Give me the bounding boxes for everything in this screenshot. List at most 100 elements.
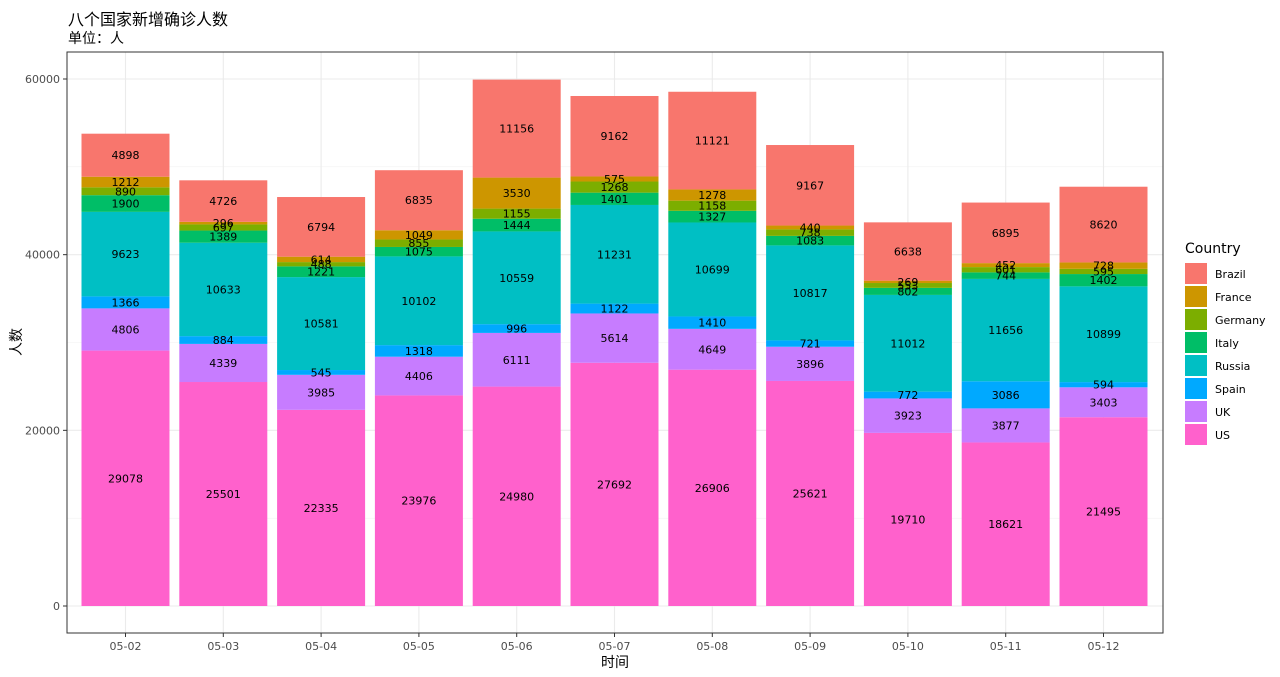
bar-segment-spain-05-06 bbox=[472, 324, 561, 333]
legend-key-france bbox=[1185, 286, 1207, 307]
x-tick-label: 05-03 bbox=[207, 640, 239, 653]
bar-segment-us-05-08 bbox=[668, 369, 757, 606]
data-label-france-05-07: 575 bbox=[604, 173, 625, 186]
data-label-uk-05-03: 4339 bbox=[209, 357, 237, 370]
data-label-france-05-04: 614 bbox=[311, 253, 332, 266]
data-label-germany-05-11: 601 bbox=[995, 264, 1016, 277]
data-label-us-05-08: 26906 bbox=[695, 482, 730, 495]
data-label-us-05-07: 27692 bbox=[597, 478, 632, 491]
bar-segment-italy-05-12 bbox=[1059, 274, 1148, 287]
data-label-germany-05-10: 553 bbox=[897, 279, 918, 292]
data-label-uk-05-06: 6111 bbox=[503, 354, 531, 367]
data-label-us-05-12: 21495 bbox=[1086, 506, 1121, 519]
bar-segment-france-05-09 bbox=[766, 225, 855, 230]
data-label-germany-05-02: 890 bbox=[115, 185, 136, 198]
x-tick-label: 05-12 bbox=[1088, 640, 1120, 653]
data-label-uk-05-12: 3403 bbox=[1090, 396, 1118, 409]
bar-segment-france-05-04 bbox=[277, 256, 366, 263]
bar-segment-russia-05-08 bbox=[668, 222, 757, 317]
bar-segment-brazil-05-03 bbox=[179, 180, 268, 222]
data-label-germany-05-08: 1158 bbox=[698, 200, 726, 213]
bar-segment-uk-05-07 bbox=[570, 313, 659, 363]
data-label-brazil-05-06: 11156 bbox=[499, 123, 534, 136]
bars bbox=[81, 79, 1148, 606]
bar-segment-uk-05-04 bbox=[277, 374, 366, 410]
data-label-italy-05-07: 1401 bbox=[601, 193, 629, 206]
data-label-russia-05-06: 10559 bbox=[499, 272, 534, 285]
bar-segment-germany-05-12 bbox=[1059, 268, 1148, 275]
legend-key-germany bbox=[1185, 309, 1207, 330]
data-label-russia-05-12: 10899 bbox=[1086, 328, 1121, 341]
x-tick-label: 05-06 bbox=[501, 640, 533, 653]
bar-segment-france-05-05 bbox=[374, 230, 463, 240]
data-label-russia-05-08: 10699 bbox=[695, 263, 730, 276]
bar-segment-us-05-02 bbox=[81, 350, 170, 606]
bar-segment-france-05-02 bbox=[81, 176, 170, 188]
x-tick-label: 05-11 bbox=[990, 640, 1022, 653]
bar-segment-spain-05-09 bbox=[766, 340, 855, 347]
bar-segment-brazil-05-06 bbox=[472, 79, 561, 178]
bar-segment-spain-05-11 bbox=[961, 381, 1050, 409]
data-label-brazil-05-11: 6895 bbox=[992, 227, 1020, 240]
data-label-uk-05-09: 3896 bbox=[796, 358, 824, 371]
legend-key-spain bbox=[1185, 378, 1207, 399]
bar-segment-germany-05-09 bbox=[766, 229, 855, 236]
data-label-germany-05-12: 595 bbox=[1093, 265, 1114, 278]
data-label-italy-05-09: 1083 bbox=[796, 235, 824, 248]
data-label-brazil-05-07: 9162 bbox=[601, 130, 629, 143]
bar-segment-france-05-08 bbox=[668, 189, 757, 201]
bar-segment-germany-05-11 bbox=[961, 267, 1050, 273]
data-label-brazil-05-12: 8620 bbox=[1090, 219, 1118, 232]
legend-label-spain: Spain bbox=[1215, 383, 1246, 396]
x-tick-label: 05-08 bbox=[696, 640, 728, 653]
bar-segment-uk-05-10 bbox=[863, 398, 952, 433]
data-label-italy-05-02: 1900 bbox=[112, 198, 140, 211]
legend-key-russia bbox=[1185, 355, 1207, 376]
legend-label-brazil: Brazil bbox=[1215, 268, 1246, 281]
bar-segment-spain-05-07 bbox=[570, 303, 659, 314]
legend-key-italy bbox=[1185, 332, 1207, 353]
bar-segment-brazil-05-09 bbox=[766, 145, 855, 226]
data-label-brazil-05-05: 6835 bbox=[405, 194, 433, 207]
bar-segment-germany-05-08 bbox=[668, 200, 757, 211]
data-label-spain-05-02: 1366 bbox=[112, 296, 140, 309]
data-label-us-05-11: 18621 bbox=[988, 518, 1023, 531]
data-label-spain-05-06: 996 bbox=[506, 323, 527, 336]
bar-segment-spain-05-04 bbox=[277, 370, 366, 375]
bar-segment-germany-05-10 bbox=[863, 283, 952, 288]
data-label-russia-05-03: 10633 bbox=[206, 283, 241, 296]
data-label-spain-05-05: 1318 bbox=[405, 345, 433, 358]
data-label-italy-05-12: 1402 bbox=[1090, 274, 1118, 287]
bar-segment-uk-05-12 bbox=[1059, 387, 1148, 418]
bar-segment-france-05-12 bbox=[1059, 262, 1148, 269]
data-label-us-05-05: 23976 bbox=[401, 495, 436, 508]
data-label-us-05-02: 29078 bbox=[108, 472, 143, 485]
bar-segment-spain-05-05 bbox=[374, 345, 463, 357]
data-label-france-05-03: 296 bbox=[213, 217, 234, 230]
data-label-germany-05-05: 855 bbox=[408, 237, 429, 250]
data-label-russia-05-09: 10817 bbox=[793, 287, 828, 300]
legend-label-france: France bbox=[1215, 291, 1252, 304]
legend-label-germany: Germany bbox=[1215, 314, 1266, 327]
bar-segment-us-05-11 bbox=[961, 442, 1050, 606]
data-label-germany-05-04: 488 bbox=[311, 258, 332, 271]
bar-segment-france-05-10 bbox=[863, 280, 952, 284]
bar-segment-brazil-05-12 bbox=[1059, 186, 1148, 263]
legend-label-us: US bbox=[1215, 429, 1230, 442]
bar-segment-us-05-03 bbox=[179, 382, 268, 606]
bar-segment-us-05-09 bbox=[766, 380, 855, 606]
bar-segment-italy-05-07 bbox=[570, 192, 659, 205]
data-label-spain-05-03: 884 bbox=[213, 334, 234, 347]
data-label-spain-05-08: 1410 bbox=[698, 317, 726, 330]
y-tick-label: 0 bbox=[53, 600, 60, 613]
data-label-france-05-08: 1278 bbox=[698, 189, 726, 202]
data-label-germany-05-09: 738 bbox=[800, 227, 821, 240]
data-label-france-05-10: 269 bbox=[897, 276, 918, 289]
data-label-brazil-05-02: 4898 bbox=[112, 149, 140, 162]
data-label-uk-05-07: 5614 bbox=[601, 332, 629, 345]
bar-segment-spain-05-10 bbox=[863, 391, 952, 399]
data-label-italy-05-05: 1075 bbox=[405, 246, 433, 259]
bar-segment-italy-05-08 bbox=[668, 210, 757, 223]
data-label-uk-05-11: 3877 bbox=[992, 419, 1020, 432]
data-label-france-05-02: 1212 bbox=[112, 176, 140, 189]
